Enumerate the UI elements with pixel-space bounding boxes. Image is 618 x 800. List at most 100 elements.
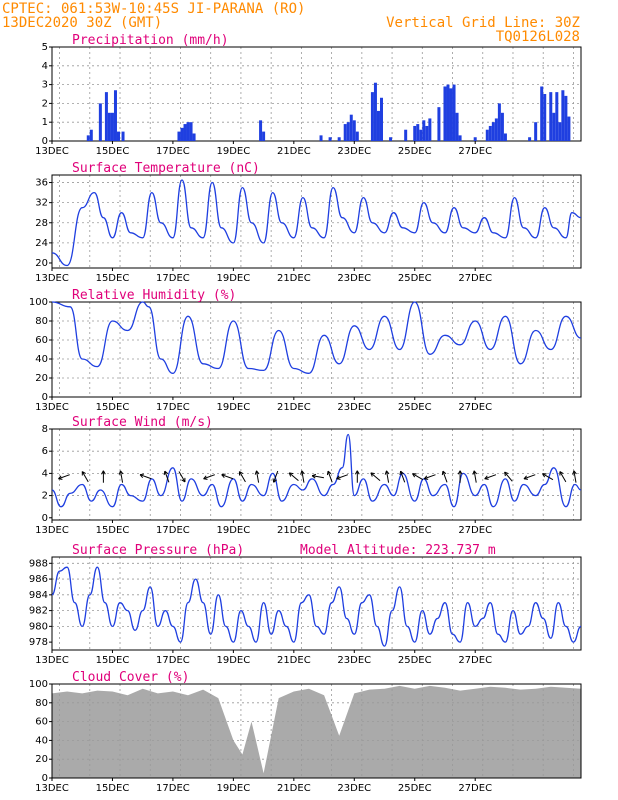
precip-ytick-label: 0: [42, 136, 48, 147]
header-date: 13DEC2020 30Z (GMT): [2, 15, 162, 31]
wind-arrow: [542, 473, 554, 481]
wind-arrow-shaft: [400, 470, 406, 483]
pres-xtick-label: 25DEC: [398, 655, 432, 666]
wind-arrow-shaft: [139, 474, 152, 480]
temp-xtick-label: 23DEC: [337, 273, 371, 284]
pres-xtick-label: 27DEC: [458, 655, 492, 666]
wind-arrow-head: [164, 470, 169, 475]
precip-bar: [549, 92, 553, 141]
pres-xtick-label: 13DEC: [35, 655, 69, 666]
precip-bar: [455, 112, 459, 141]
pres-xtick-label: 21DEC: [277, 655, 311, 666]
header-grid-note: Vertical Grid Line: 30Z: [386, 15, 580, 31]
precip-bar: [189, 122, 193, 141]
temp-xtick-label: 17DEC: [156, 273, 190, 284]
pres-xtick-label: 23DEC: [337, 655, 371, 666]
cloud-xtick-label: 17DEC: [156, 783, 190, 794]
wind-arrow-head: [370, 472, 375, 475]
wind-arrow: [559, 471, 567, 483]
wind-arrow: [504, 471, 513, 482]
cloud-cover-area: [52, 685, 581, 778]
rh-title: Relative Humidity (%): [72, 288, 236, 303]
wind-xtick-label: 25DEC: [398, 525, 432, 536]
rh-xtick-label: 21DEC: [277, 402, 311, 413]
wind-arrow: [384, 470, 390, 483]
precip-ytick-label: 5: [42, 42, 48, 53]
wind-arrow: [221, 473, 234, 480]
wind-arrow-head: [523, 478, 529, 480]
precip-bar: [552, 112, 556, 141]
precip-bar: [107, 112, 111, 141]
rh-ytick-label: 80: [35, 316, 48, 327]
precip-panel: 0 1 2 3 4 5 13DEC 15DEC 17DEC 19DEC 21DEC 23DEC 25DE…: [35, 33, 582, 157]
wind-xtick-label: 21DEC: [277, 525, 311, 536]
temp-series-line: [51, 179, 582, 267]
precip-title: Precipitation (mm/h): [72, 33, 229, 48]
precip-bar: [177, 131, 181, 141]
wind-xtick-label: 23DEC: [337, 525, 371, 536]
rh-series-line: [51, 301, 582, 374]
wind-arrow-head: [239, 471, 244, 475]
precip-bar: [186, 122, 190, 141]
precip-bar: [373, 82, 377, 141]
wind-arrow-head: [559, 471, 564, 475]
wind-arrow-head: [221, 473, 226, 476]
rh-xtick-label: 19DEC: [217, 402, 251, 413]
rh-panel: 0 20 40 60 80 100 13DEC 15DEC 17DEC 19DEC 21DEC 23D…: [29, 288, 582, 413]
wind-arrow: [178, 471, 186, 483]
wind-arrow: [58, 474, 70, 480]
wind-arrow-shaft: [288, 472, 299, 481]
wind-arrow-shaft: [221, 474, 234, 480]
wind-arrow: [572, 470, 577, 483]
precip-bar: [416, 124, 420, 141]
pres-title: Surface Pressure (hPa): [72, 543, 244, 558]
precip-bar: [446, 84, 450, 141]
wind-ytick-label: 6: [42, 446, 48, 457]
precip-xtick-label: 15DEC: [96, 146, 130, 157]
precip-bar: [337, 137, 341, 141]
wind-arrow: [300, 470, 305, 483]
precip-ytick-label: 2: [42, 98, 48, 109]
wind-ytick-label: 0: [42, 513, 48, 524]
precip-bar: [349, 114, 353, 141]
wind-arrow: [457, 470, 463, 483]
wind-arrow-head: [273, 479, 277, 483]
wind-arrow-head: [354, 470, 358, 475]
cloud-ytick-label: 20: [35, 754, 48, 765]
precip-bar: [389, 137, 393, 141]
precip-bar: [192, 133, 196, 141]
wind-arrow-shaft: [473, 470, 477, 483]
precip-bar: [555, 92, 559, 141]
pres-ytick-label: 978: [29, 637, 48, 648]
wind-arrow-head: [181, 479, 186, 483]
wind-arrow-head: [459, 470, 463, 475]
temp-xtick-label: 19DEC: [217, 273, 251, 284]
precip-bar: [567, 116, 571, 141]
rh-ytick-label: 20: [35, 373, 48, 384]
wind-arrow-head: [523, 475, 527, 480]
wind-arrow-head: [311, 473, 317, 477]
pres-xtick-label: 15DEC: [96, 655, 130, 666]
precip-bar: [376, 110, 380, 141]
wind-arrow-head: [473, 470, 478, 475]
rh-xtick-label: 17DEC: [156, 402, 190, 413]
precip-bar: [98, 103, 102, 141]
precip-bar: [428, 118, 432, 141]
wind-arrow: [399, 470, 406, 483]
wind-arrow: [412, 473, 424, 481]
wind-arrow: [484, 474, 497, 480]
temp-ytick-label: 24: [35, 238, 48, 249]
wind-arrow-head: [424, 478, 429, 480]
wind-arrow-head: [356, 470, 360, 475]
precip-bar: [473, 137, 477, 141]
cloud-frame: [51, 683, 582, 779]
precip-bar: [319, 135, 323, 141]
wind-arrow-head: [120, 470, 124, 475]
precip-xtick-label: 13DEC: [35, 146, 69, 157]
cloud-ytick-label: 40: [35, 735, 48, 746]
wind-xtick-label: 19DEC: [217, 525, 251, 536]
wind-arrow-head: [442, 470, 447, 475]
wind-arrow-head: [336, 475, 340, 480]
wind-arrow-head: [203, 478, 208, 480]
wind-arrow-head: [254, 470, 257, 475]
